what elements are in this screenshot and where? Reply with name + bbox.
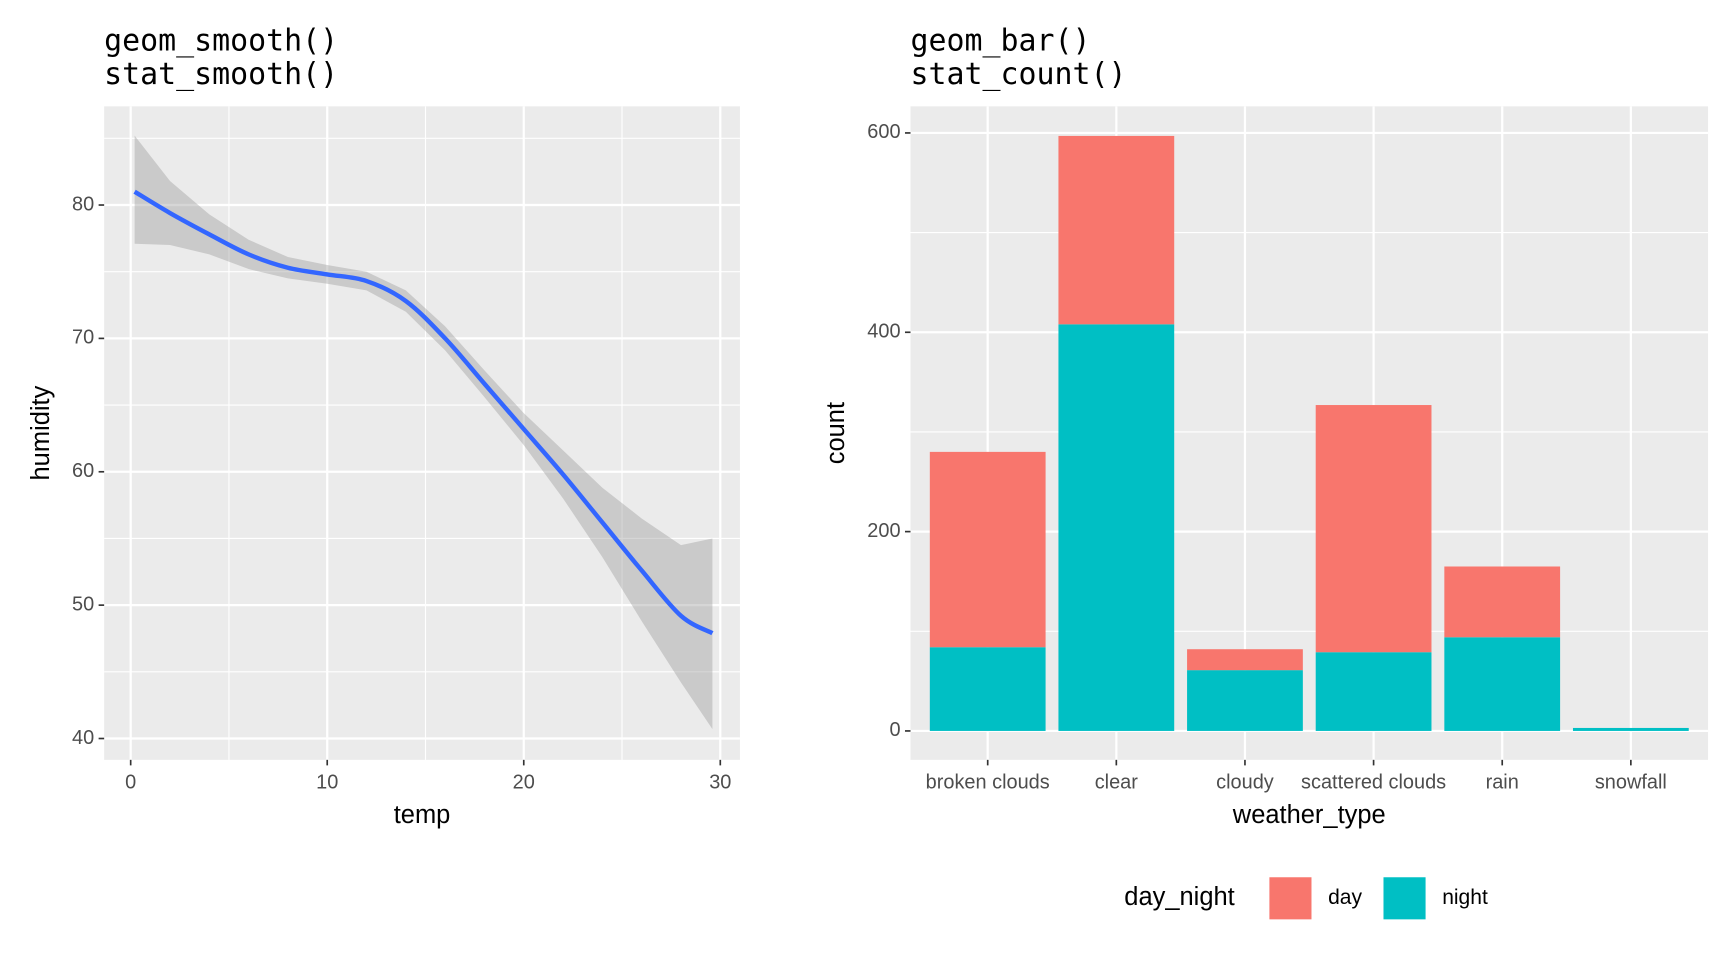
bar-segment <box>1444 566 1561 638</box>
bar-segment <box>1187 670 1303 731</box>
x-tick-label: snowfall <box>1595 771 1667 793</box>
bar-segment <box>1187 649 1303 671</box>
x-tick-label: scattered clouds <box>1301 771 1446 793</box>
x-tick-label: rain <box>1486 771 1519 793</box>
y-tick-label: 80 <box>72 193 94 215</box>
bar-segment <box>1572 727 1689 731</box>
y-axis-title: count <box>822 402 850 464</box>
bar-segment <box>1315 652 1432 731</box>
legend-label: day <box>1328 886 1362 909</box>
chart-title: geom_bar() <box>911 24 1091 59</box>
bar-segment <box>1315 405 1432 653</box>
smooth-line <box>133 189 714 636</box>
x-tick-label: broken clouds <box>926 771 1050 793</box>
bar-segment <box>1058 135 1175 325</box>
x-axis-title: weather_type <box>1232 801 1386 829</box>
x-axis-title: temp <box>394 801 451 829</box>
bar-segment <box>929 647 1046 731</box>
x-tick-label: 0 <box>125 771 136 793</box>
y-tick-label: 70 <box>72 327 94 349</box>
y-tick-label: 60 <box>72 460 94 482</box>
y-axis-title: humidity <box>27 385 55 480</box>
y-tick-label: 400 <box>867 321 900 343</box>
chart-title: stat_count() <box>911 57 1127 92</box>
chart-title: geom_smooth() <box>104 24 338 59</box>
y-tick-label: 50 <box>72 593 94 615</box>
legend-title: day_night <box>1124 883 1234 911</box>
legend-label: night <box>1442 886 1488 909</box>
legend-key <box>1383 877 1426 920</box>
y-tick-label: 600 <box>867 121 900 143</box>
x-tick-label: 30 <box>709 771 731 793</box>
x-tick-label: 10 <box>316 771 338 793</box>
y-tick-label: 0 <box>889 719 900 741</box>
legend-key <box>1269 877 1312 920</box>
y-tick-label: 200 <box>867 520 900 542</box>
x-tick-label: clear <box>1095 771 1139 793</box>
chart-title: stat_smooth() <box>104 57 338 92</box>
x-tick-label: cloudy <box>1216 771 1274 793</box>
bar-segment <box>1444 637 1561 731</box>
bar-segment <box>929 451 1046 648</box>
y-tick-label: 40 <box>72 727 94 749</box>
x-tick-label: 20 <box>513 771 535 793</box>
bar-segment <box>1058 324 1175 731</box>
panel-background <box>104 106 740 760</box>
